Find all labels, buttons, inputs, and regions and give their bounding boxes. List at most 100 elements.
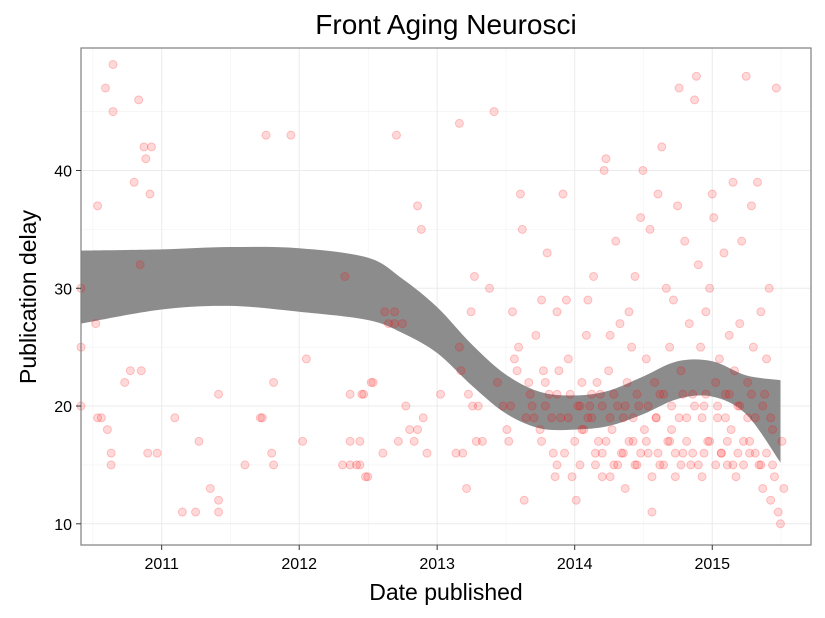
data-point (255, 413, 265, 423)
data-point (667, 425, 677, 435)
data-point (693, 260, 703, 270)
data-point (214, 495, 224, 505)
y-tick-label: 40 (54, 163, 72, 180)
data-point (722, 460, 732, 470)
data-point (361, 472, 371, 482)
data-point (703, 436, 713, 446)
data-point (524, 377, 534, 387)
data-point (711, 377, 721, 387)
data-point (613, 460, 623, 470)
data-point (471, 436, 481, 446)
data-point (390, 319, 400, 329)
data-point (651, 413, 661, 423)
data-point (592, 377, 602, 387)
data-point (560, 448, 570, 458)
data-point (750, 448, 760, 458)
data-point (489, 107, 499, 117)
data-point (650, 377, 660, 387)
data-point (573, 401, 583, 411)
data-point (577, 377, 587, 387)
data-point (401, 401, 411, 411)
data-point (707, 189, 717, 199)
data-point (739, 460, 749, 470)
data-point (378, 448, 388, 458)
data-point (766, 495, 776, 505)
data-point (463, 389, 473, 399)
data-point (713, 401, 723, 411)
data-point (525, 389, 535, 399)
data-point (639, 425, 649, 435)
data-point (384, 319, 394, 329)
data-point (743, 413, 753, 423)
x-axis-ticks: 2011 2012 2013 2014 2015 (144, 545, 730, 573)
data-point (554, 366, 564, 376)
data-point (611, 236, 621, 246)
data-point (688, 389, 698, 399)
data-point (269, 377, 279, 387)
y-tick-label: 30 (54, 281, 72, 298)
data-point (492, 377, 502, 387)
data-point (624, 307, 634, 317)
data-point (605, 472, 615, 482)
data-point (739, 436, 749, 446)
data-point (604, 366, 614, 376)
data-point (547, 413, 557, 423)
data-point (636, 213, 646, 223)
data-point (454, 342, 464, 352)
data-point (622, 377, 632, 387)
data-point (542, 248, 552, 258)
data-point (515, 189, 525, 199)
data-point (674, 413, 684, 423)
data-point (575, 401, 585, 411)
data-point (746, 389, 756, 399)
data-point (589, 271, 599, 281)
data-point (709, 213, 719, 223)
data-point (468, 401, 478, 411)
data-point (514, 342, 524, 352)
data-point (380, 307, 390, 317)
data-point (766, 413, 776, 423)
data-point (630, 271, 640, 281)
data-point (711, 460, 721, 470)
data-point (587, 413, 597, 423)
data-point (521, 413, 531, 423)
data-point (743, 377, 753, 387)
data-point (366, 377, 376, 387)
data-point (597, 472, 607, 482)
data-point (735, 401, 745, 411)
data-point (632, 389, 642, 399)
data-point (286, 130, 296, 140)
data-point (214, 389, 224, 399)
data-point (363, 472, 373, 482)
data-point (108, 59, 118, 69)
data-point (615, 319, 625, 329)
data-point (108, 107, 118, 117)
data-point (676, 366, 686, 376)
data-point (599, 165, 609, 175)
data-point (760, 389, 770, 399)
data-point (779, 483, 789, 493)
data-point (697, 413, 707, 423)
data-point (558, 189, 568, 199)
data-point (136, 366, 146, 376)
chart-title: Front Aging Neurosci (315, 9, 576, 40)
data-point (345, 389, 355, 399)
data-point (214, 507, 224, 517)
data-point (261, 130, 271, 140)
data-point (674, 83, 684, 93)
data-point (512, 366, 522, 376)
data-point (713, 413, 723, 423)
data-point (750, 413, 760, 423)
data-point (355, 460, 365, 470)
data-point (357, 389, 367, 399)
data-point (605, 330, 615, 340)
data-point (146, 142, 156, 152)
data-point (682, 436, 692, 446)
data-point (106, 460, 116, 470)
data-point (548, 448, 558, 458)
data-point (655, 460, 665, 470)
data-point (451, 448, 461, 458)
confidence-band (81, 246, 781, 463)
data-point (601, 436, 611, 446)
